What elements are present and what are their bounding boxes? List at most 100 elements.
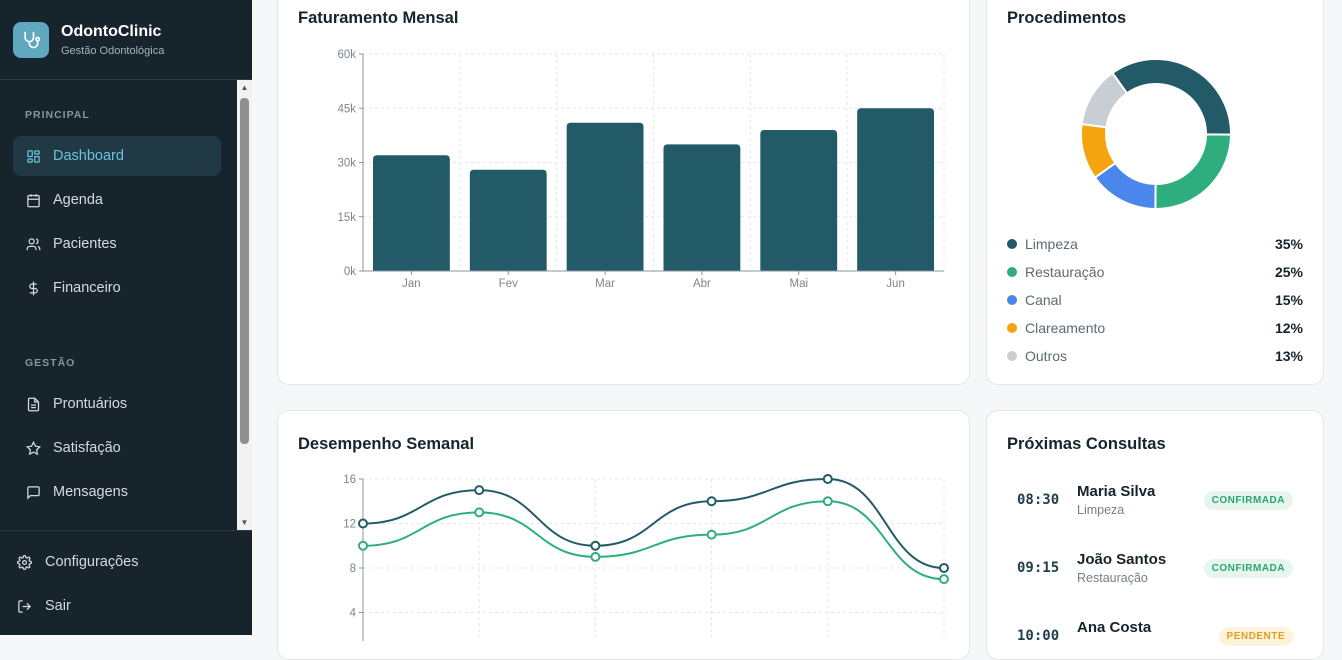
logout-icon xyxy=(17,598,33,614)
sidebar-item-label: Prontuários xyxy=(53,396,128,412)
appointment-time: 08:30 xyxy=(1017,492,1060,508)
scroll-down-arrow-icon[interactable]: ▼ xyxy=(240,518,249,527)
y-tick-label: 12 xyxy=(343,519,356,531)
patient-name: Maria Silva xyxy=(1077,483,1156,500)
scroll-up-arrow-icon[interactable]: ▲ xyxy=(240,83,249,92)
sidebar-item-label: Pacientes xyxy=(53,236,117,252)
sidebar-item-mensagens[interactable]: Mensagens xyxy=(13,472,221,512)
data-point xyxy=(822,474,833,484)
legend-value: 25% xyxy=(1274,264,1303,280)
sidebar-item-label: Agenda xyxy=(53,192,103,208)
appointment-item[interactable]: 10:00 Ana Costa PENDENTE xyxy=(1017,619,1303,659)
bar xyxy=(469,169,547,271)
legend-dot xyxy=(1007,323,1017,333)
section-label-gestao: GESTÃO xyxy=(25,357,76,369)
legend-dot xyxy=(1007,239,1017,249)
sidebar-item-dashboard[interactable]: Dashboard xyxy=(13,136,221,176)
appointment-procedure: Restauração xyxy=(1077,571,1148,585)
sidebar-item-agenda[interactable]: Agenda xyxy=(13,180,221,220)
data-point xyxy=(822,496,833,507)
sidebar-item-label: Financeiro xyxy=(53,280,121,296)
x-tick-label: Mar xyxy=(595,278,615,290)
sidebar-item-financeiro[interactable]: Financeiro xyxy=(13,268,221,308)
x-tick-label: Jun xyxy=(886,278,905,290)
gear-icon xyxy=(17,554,33,570)
bar xyxy=(566,122,644,271)
logout-label: Sair xyxy=(45,598,71,614)
data-point xyxy=(590,540,601,551)
data-point xyxy=(706,496,717,507)
sidebar-footer: Configurações Sair xyxy=(0,530,252,635)
revenue-bar-chart: 0k 15k 30k 45k 60k Jan Fev Mar Abr Mai Jun xyxy=(337,49,945,290)
procedures-card: Procedimentos Limpeza 35% Restauração 25… xyxy=(986,0,1324,385)
legend-dot xyxy=(1007,267,1017,277)
legend-value: 35% xyxy=(1274,236,1303,252)
star-icon xyxy=(25,440,41,456)
patient-name: João Santos xyxy=(1077,551,1167,568)
bar xyxy=(663,144,741,271)
y-tick-label: 16 xyxy=(343,474,356,486)
y-tick-label: 60k xyxy=(337,49,356,61)
revenue-title: Faturamento Mensal xyxy=(298,9,459,27)
bar xyxy=(857,108,934,271)
weekly-title: Desempenho Semanal xyxy=(298,435,475,453)
donut-slice xyxy=(1111,59,1232,136)
settings-button[interactable]: Configurações xyxy=(17,554,139,570)
series-line xyxy=(362,477,945,569)
data-point xyxy=(706,529,717,540)
message-icon xyxy=(25,484,41,500)
data-point xyxy=(358,518,368,529)
legend-value: 12% xyxy=(1274,320,1303,336)
sidebar-scrollbar[interactable]: ▲ ▼ xyxy=(237,80,252,530)
y-tick-label: 45k xyxy=(337,103,356,115)
x-tick-label: Jan xyxy=(402,278,421,290)
appointment-item[interactable]: 08:30 Maria Silva Limpeza CONFIRMADA xyxy=(1017,483,1303,523)
patient-name: Ana Costa xyxy=(1077,619,1152,636)
legend-label: Limpeza xyxy=(1025,236,1078,252)
y-tick-label: 8 xyxy=(350,563,356,575)
legend-dot xyxy=(1007,295,1017,305)
legend-item-clareamento: Clareamento 12% xyxy=(1007,320,1303,336)
legend-item-outros: Outros 13% xyxy=(1007,348,1303,364)
grid-icon xyxy=(25,148,41,164)
brand: OdontoClinic Gestão Odontológica xyxy=(0,0,252,80)
series-line xyxy=(362,500,945,581)
data-point xyxy=(474,485,485,496)
sidebar-item-label: Dashboard xyxy=(53,148,124,164)
y-tick-label: 15k xyxy=(337,212,356,224)
sidebar-nav: PRINCIPAL Dashboard Agenda Pacientes Fin… xyxy=(0,80,252,530)
x-tick-label: Abr xyxy=(693,278,711,290)
y-tick-label: 30k xyxy=(337,158,356,170)
sidebar-item-satisfacao[interactable]: Satisfação xyxy=(13,428,221,468)
sidebar-item-pacientes[interactable]: Pacientes xyxy=(13,224,221,264)
settings-label: Configurações xyxy=(45,554,139,570)
scrollbar-thumb[interactable] xyxy=(240,98,249,444)
status-badge: PENDENTE xyxy=(1218,627,1293,646)
users-icon xyxy=(25,236,41,252)
data-point xyxy=(474,507,485,518)
data-point xyxy=(358,540,368,551)
file-icon xyxy=(25,396,41,412)
revenue-card: Faturamento Mensal 0k 15k 30k 45k 60k Jan Fev M… xyxy=(277,0,970,385)
legend-value: 13% xyxy=(1274,348,1303,364)
sidebar-item-label: Satisfação xyxy=(53,440,121,456)
legend-item-canal: Canal 15% xyxy=(1007,292,1303,308)
legend-label: Outros xyxy=(1025,348,1068,364)
donut-slice xyxy=(1154,133,1233,210)
legend-label: Restauração xyxy=(1025,264,1105,280)
logout-button[interactable]: Sair xyxy=(17,598,71,614)
brand-subtitle: Gestão Odontológica xyxy=(61,45,165,57)
data-point xyxy=(939,574,949,585)
donut-slice xyxy=(1080,71,1129,129)
legend-value: 15% xyxy=(1274,292,1303,308)
sidebar-item-label: Mensagens xyxy=(53,484,128,500)
procedures-title: Procedimentos xyxy=(1007,9,1127,27)
sidebar: OdontoClinic Gestão Odontológica PRINCIP… xyxy=(0,0,252,635)
sidebar-item-prontuarios[interactable]: Prontuários xyxy=(13,384,221,424)
appointment-item[interactable]: 09:15 João Santos Restauração CONFIRMADA xyxy=(1017,551,1303,591)
appointment-time: 10:00 xyxy=(1017,628,1060,644)
weekly-card: Desempenho Semanal 4 8 12 16 xyxy=(277,410,970,660)
calendar-icon xyxy=(25,192,41,208)
legend-label: Clareamento xyxy=(1025,320,1106,336)
y-tick-label: 0k xyxy=(344,266,356,278)
